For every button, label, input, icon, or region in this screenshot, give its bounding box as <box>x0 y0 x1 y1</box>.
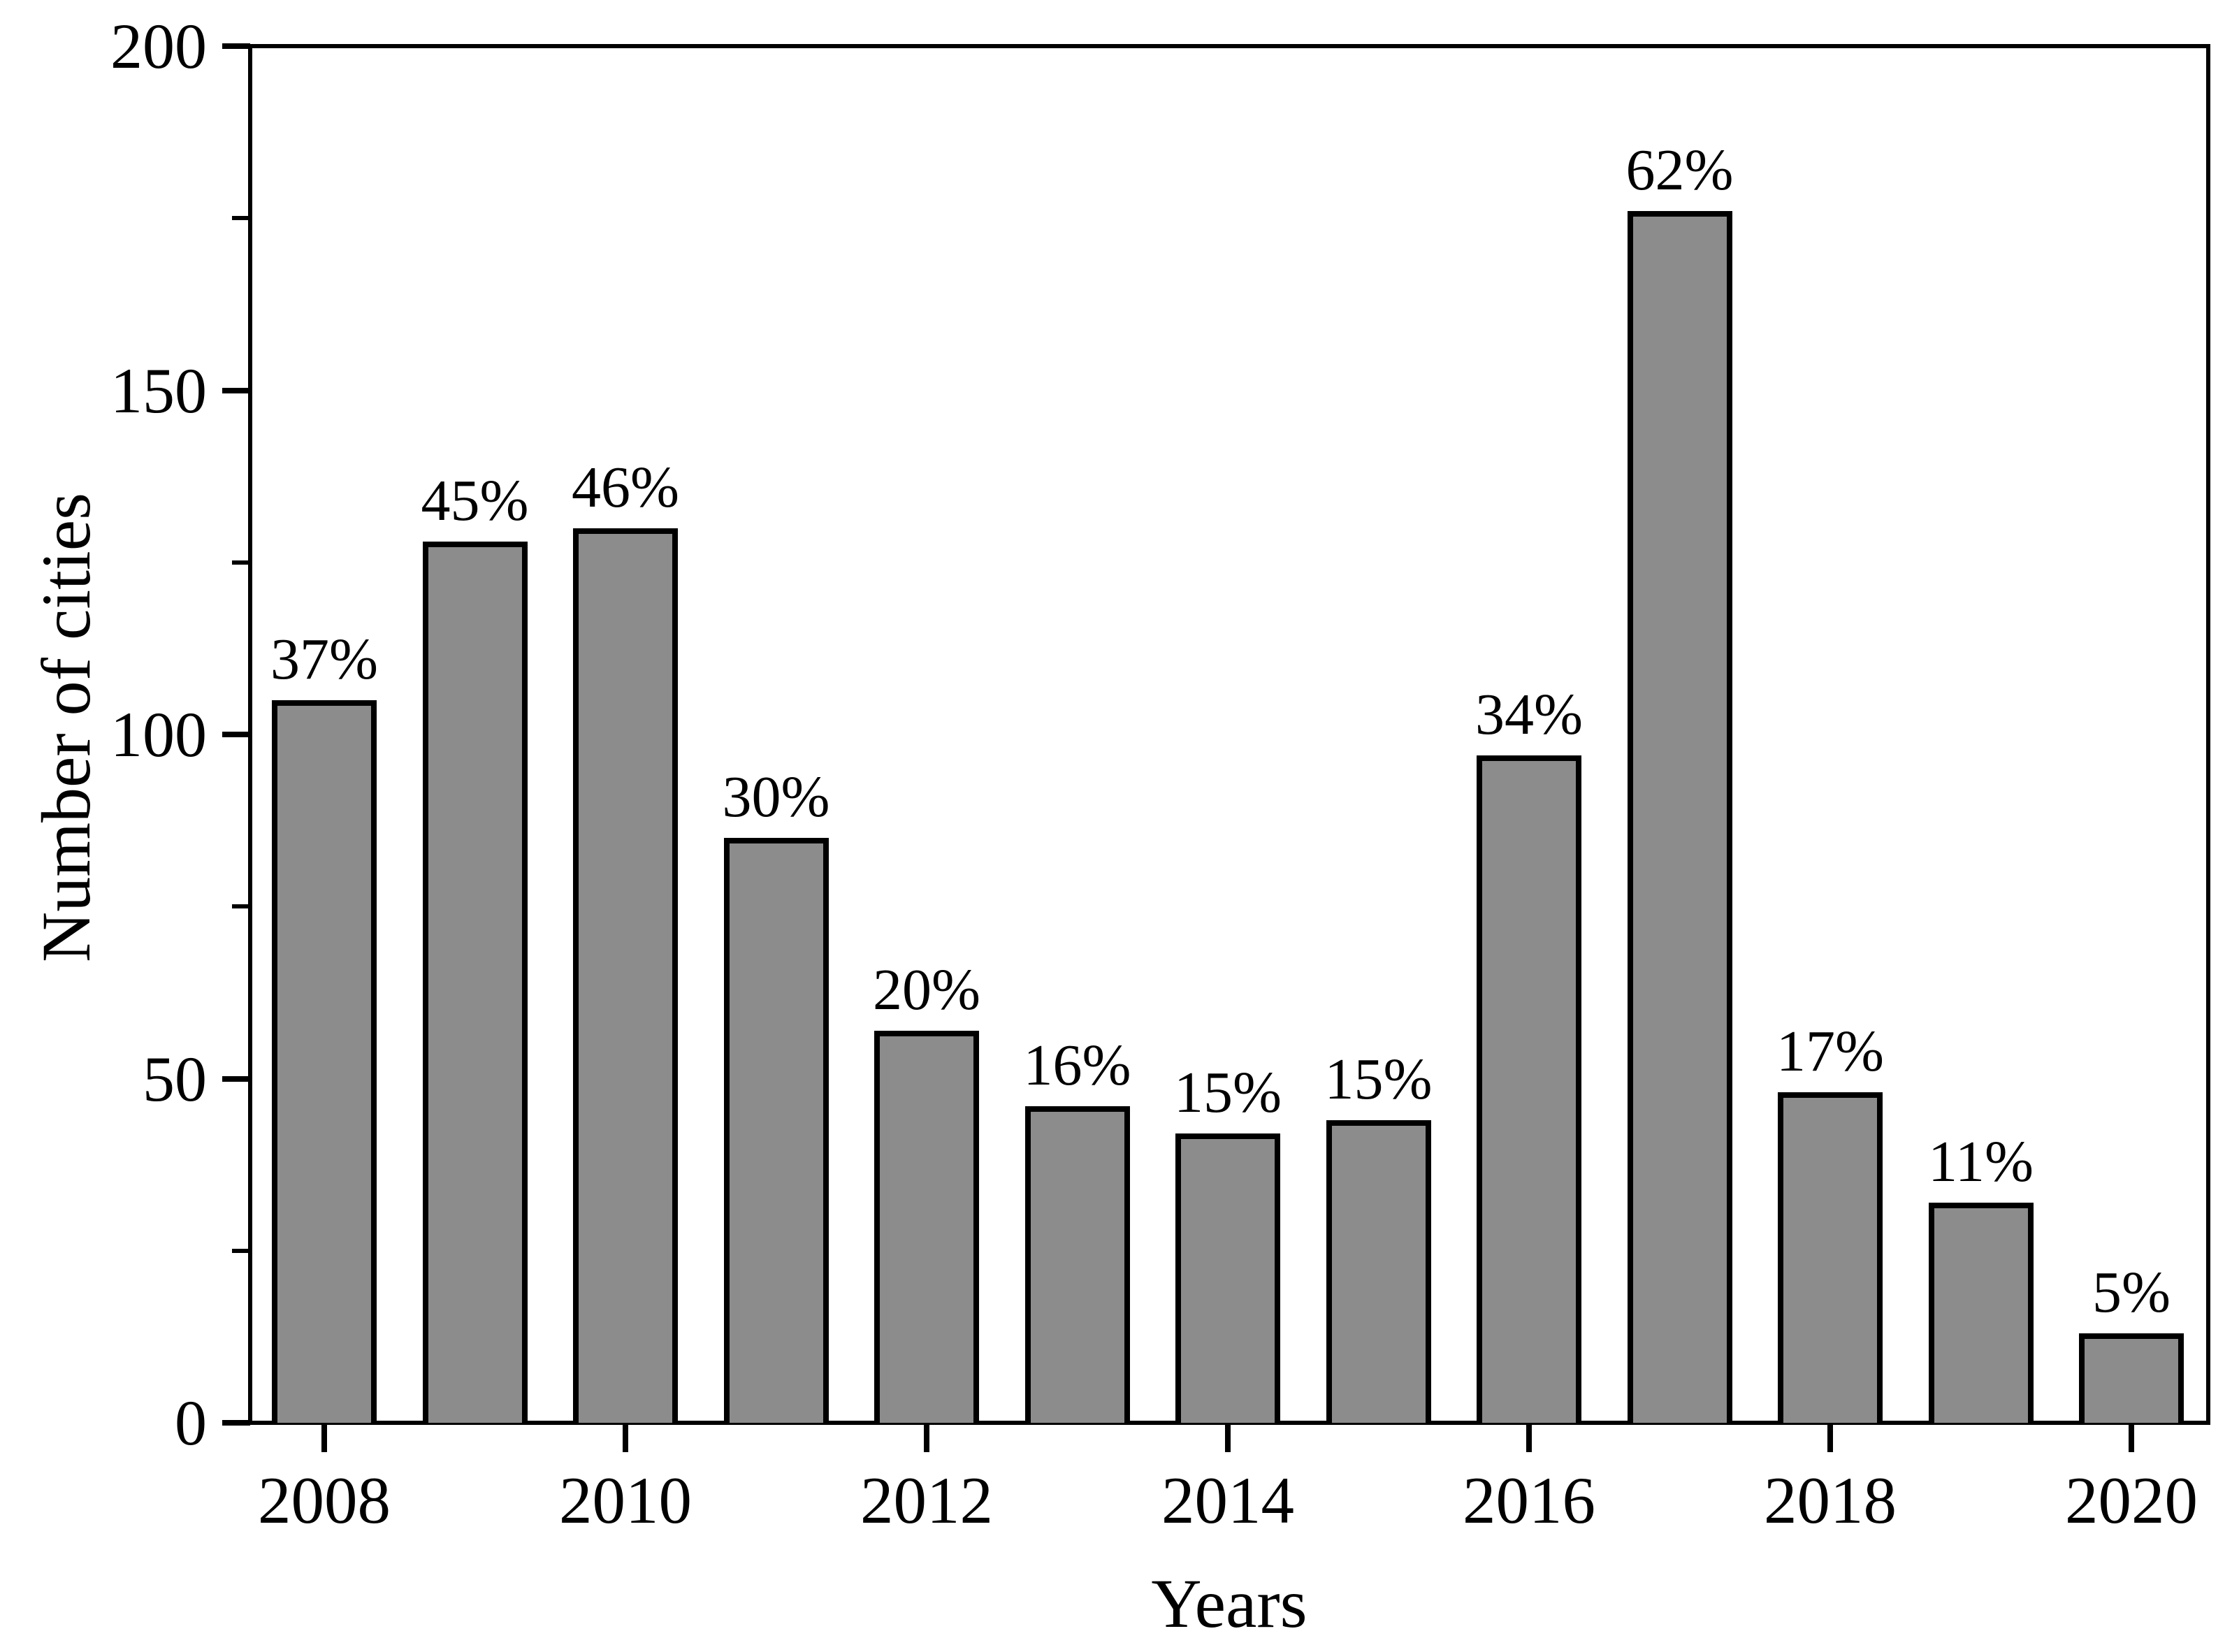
bar-value-label: 45% <box>421 468 529 534</box>
y-tick-label: 100 <box>110 699 207 770</box>
bar-2008 <box>272 700 377 1423</box>
bar-2018 <box>1778 1092 1883 1423</box>
y-tick-label: 200 <box>110 10 207 82</box>
bar-value-label: 37% <box>270 626 378 692</box>
y-major-tick <box>222 732 250 737</box>
x-tick-label: 2018 <box>1764 1463 1897 1537</box>
bar-value-label: 30% <box>722 764 830 829</box>
bar-2010 <box>573 528 678 1423</box>
x-major-tick <box>2129 1423 2134 1452</box>
bar-value-label: 15% <box>1324 1046 1433 1112</box>
x-major-tick <box>924 1423 929 1452</box>
y-minor-tick <box>232 904 250 909</box>
bar-2014 <box>1175 1133 1280 1423</box>
x-major-tick <box>1526 1423 1532 1452</box>
bar-value-label: 20% <box>873 957 980 1022</box>
x-tick-label: 2020 <box>2065 1463 2198 1537</box>
bar-value-label: 16% <box>1023 1032 1131 1098</box>
bar-2017 <box>1627 211 1732 1423</box>
y-tick-label: 150 <box>110 354 207 426</box>
y-major-tick <box>222 1420 250 1426</box>
x-major-tick <box>623 1423 628 1452</box>
y-minor-tick <box>232 1248 250 1253</box>
bar-value-label: 11% <box>1928 1129 2034 1194</box>
x-major-tick <box>1827 1423 1833 1452</box>
x-major-tick <box>321 1423 327 1452</box>
bar-value-label: 46% <box>572 454 679 520</box>
y-axis-title: Number of cities <box>27 492 105 963</box>
x-tick-label: 2014 <box>1161 1463 1294 1537</box>
x-axis-title: Years <box>1151 1565 1307 1642</box>
y-tick-label: 50 <box>143 1043 207 1115</box>
bar-value-label: 15% <box>1174 1060 1282 1126</box>
y-major-tick <box>222 43 250 49</box>
y-major-tick <box>222 1075 250 1082</box>
x-major-tick <box>1225 1423 1231 1452</box>
y-minor-tick <box>232 560 250 565</box>
x-tick-label: 2016 <box>1463 1463 1595 1537</box>
bar-2013 <box>1024 1106 1130 1423</box>
x-tick-label: 2010 <box>559 1463 692 1537</box>
x-tick-label: 2008 <box>258 1463 391 1537</box>
bar-2011 <box>723 837 829 1423</box>
bar-2019 <box>1928 1202 2034 1423</box>
y-minor-tick <box>232 216 250 221</box>
bar-value-label: 5% <box>2092 1259 2171 1325</box>
bar-value-label: 17% <box>1776 1019 1884 1085</box>
y-tick-label: 0 <box>175 1387 207 1458</box>
bar-2020 <box>2079 1333 2184 1423</box>
bar-2016 <box>1477 755 1581 1423</box>
bar-2009 <box>422 542 528 1423</box>
y-major-tick <box>222 387 250 393</box>
bar-value-label: 62% <box>1625 138 1734 203</box>
x-tick-label: 2012 <box>860 1463 993 1537</box>
bar-2015 <box>1326 1120 1431 1423</box>
bar-value-label: 34% <box>1475 681 1583 747</box>
bar-2012 <box>874 1030 979 1423</box>
